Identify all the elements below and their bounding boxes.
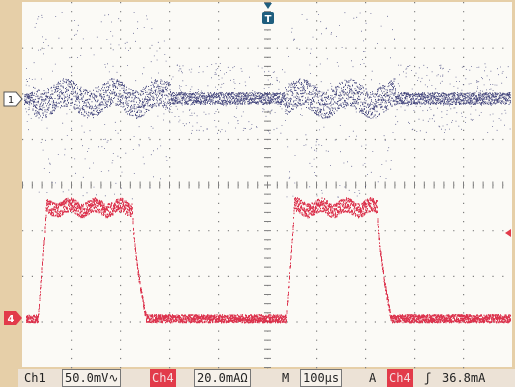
ch4-marker-label: 4 <box>8 314 15 325</box>
trigger-source: Ch4 <box>387 369 413 387</box>
trigger-level-marker[interactable] <box>505 229 511 237</box>
trigger-level: 36.8mA <box>442 371 486 385</box>
ch4-label: Ch4 <box>150 369 176 387</box>
ch1-trace <box>24 12 511 201</box>
timebase-scale: 100µs <box>300 369 343 387</box>
ch1-label: Ch1 <box>24 371 46 385</box>
ch4-ground-marker[interactable]: 4 <box>4 311 22 325</box>
trigger-slope-icon: ʃ <box>424 371 432 385</box>
scope-screen: T 1 4 <box>3 2 512 369</box>
status-bar: Ch1 50.0mV∿ Ch4 20.0mAΩ M 100µs A Ch4 ʃ … <box>18 369 515 387</box>
ch1-marker-label: 1 <box>8 95 14 106</box>
ch4-waveform <box>26 197 511 324</box>
trigger-position-marker[interactable]: T <box>262 3 274 25</box>
ch4-scale: 20.0mAΩ <box>194 369 251 387</box>
timebase-label: M <box>282 371 290 385</box>
trigger-label: A <box>369 371 377 385</box>
trigger-marker-label: T <box>265 14 272 25</box>
ch4-trace <box>26 197 511 324</box>
ch1-scale: 50.0mV∿ <box>62 369 122 387</box>
ch1-waveform <box>24 12 511 201</box>
ch1-ground-marker[interactable]: 1 <box>3 91 23 107</box>
